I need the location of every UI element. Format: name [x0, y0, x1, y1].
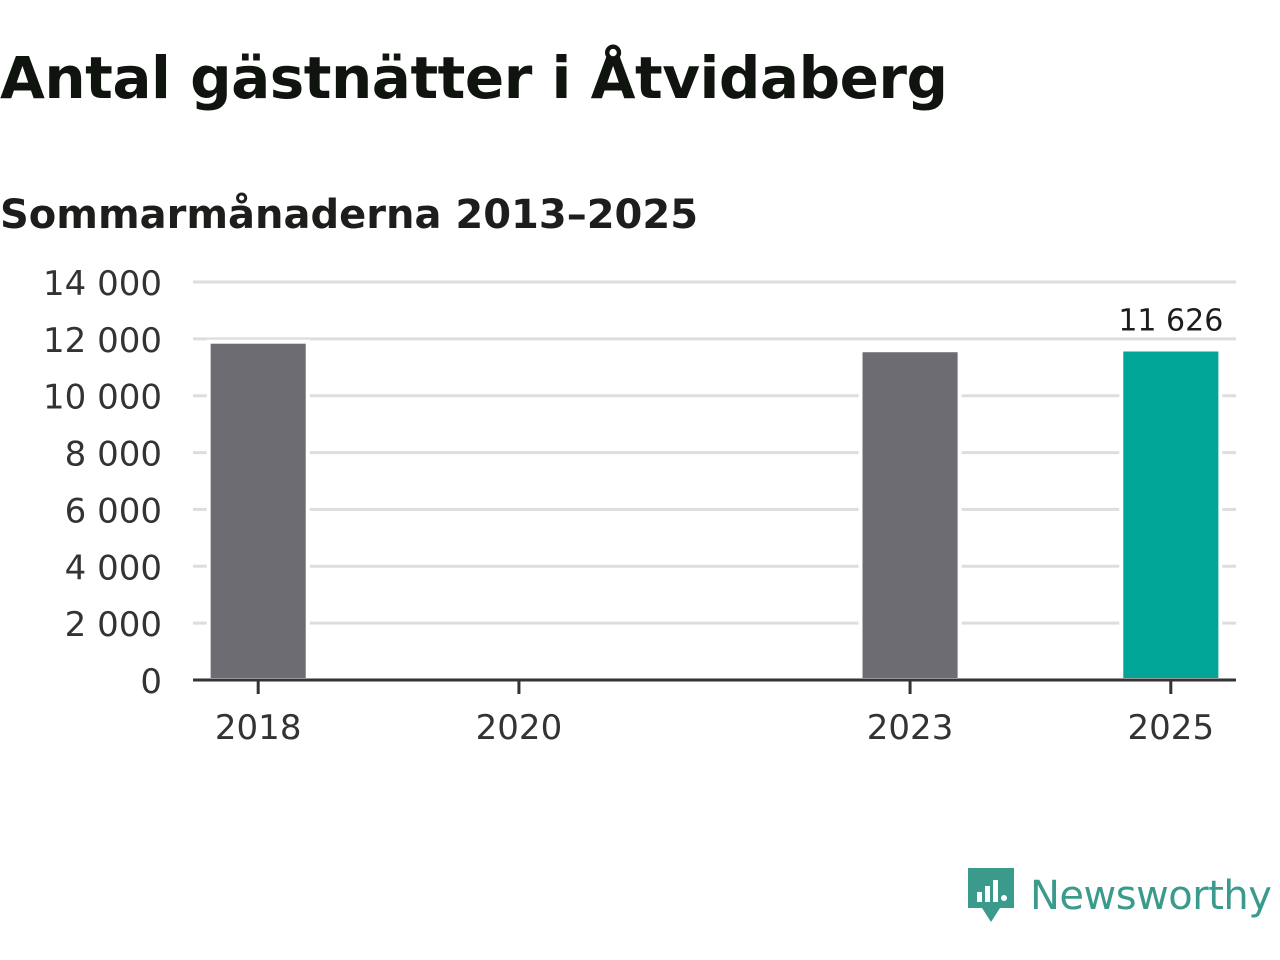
y-tick-label: 0 — [140, 662, 162, 702]
y-tick-label: 2 000 — [65, 605, 162, 645]
x-tick-label: 2023 — [867, 708, 954, 748]
data-label: 11 626 — [1118, 303, 1223, 338]
gridlines — [193, 280, 1236, 625]
y-axis-ticks: 0 2 000 4 000 6 000 8 000 10 000 12 000 14 000 — [43, 264, 162, 702]
bar-2025 — [1119, 347, 1223, 682]
x-axis: 2018 2020 2023 2025 — [193, 678, 1236, 748]
y-tick-label: 12 000 — [43, 321, 162, 361]
x-tick-label: 2025 — [1128, 708, 1215, 748]
y-tick-label: 4 000 — [65, 548, 162, 588]
chart-subtitle: Sommarmånaderna 2013–2025 — [0, 192, 699, 238]
y-tick-label: 10 000 — [43, 378, 162, 418]
newsworthy-logo-icon — [968, 868, 1014, 922]
chart-title: Antal gästnätter i Åtvidaberg — [0, 44, 948, 112]
x-tick-label: 2020 — [476, 708, 563, 748]
brand-name: Newsworthy — [1030, 873, 1272, 919]
newsworthy-logo: Newsworthy — [964, 864, 1272, 928]
bar-2018 — [206, 339, 310, 682]
data-labels: 11 626 — [1118, 303, 1223, 338]
y-tick-label: 8 000 — [65, 435, 162, 475]
x-tick-label: 2018 — [215, 708, 302, 748]
bars — [206, 339, 1223, 682]
bar-2023 — [858, 348, 962, 682]
y-tick-label: 6 000 — [65, 491, 162, 531]
y-tick-label: 14 000 — [43, 264, 162, 304]
